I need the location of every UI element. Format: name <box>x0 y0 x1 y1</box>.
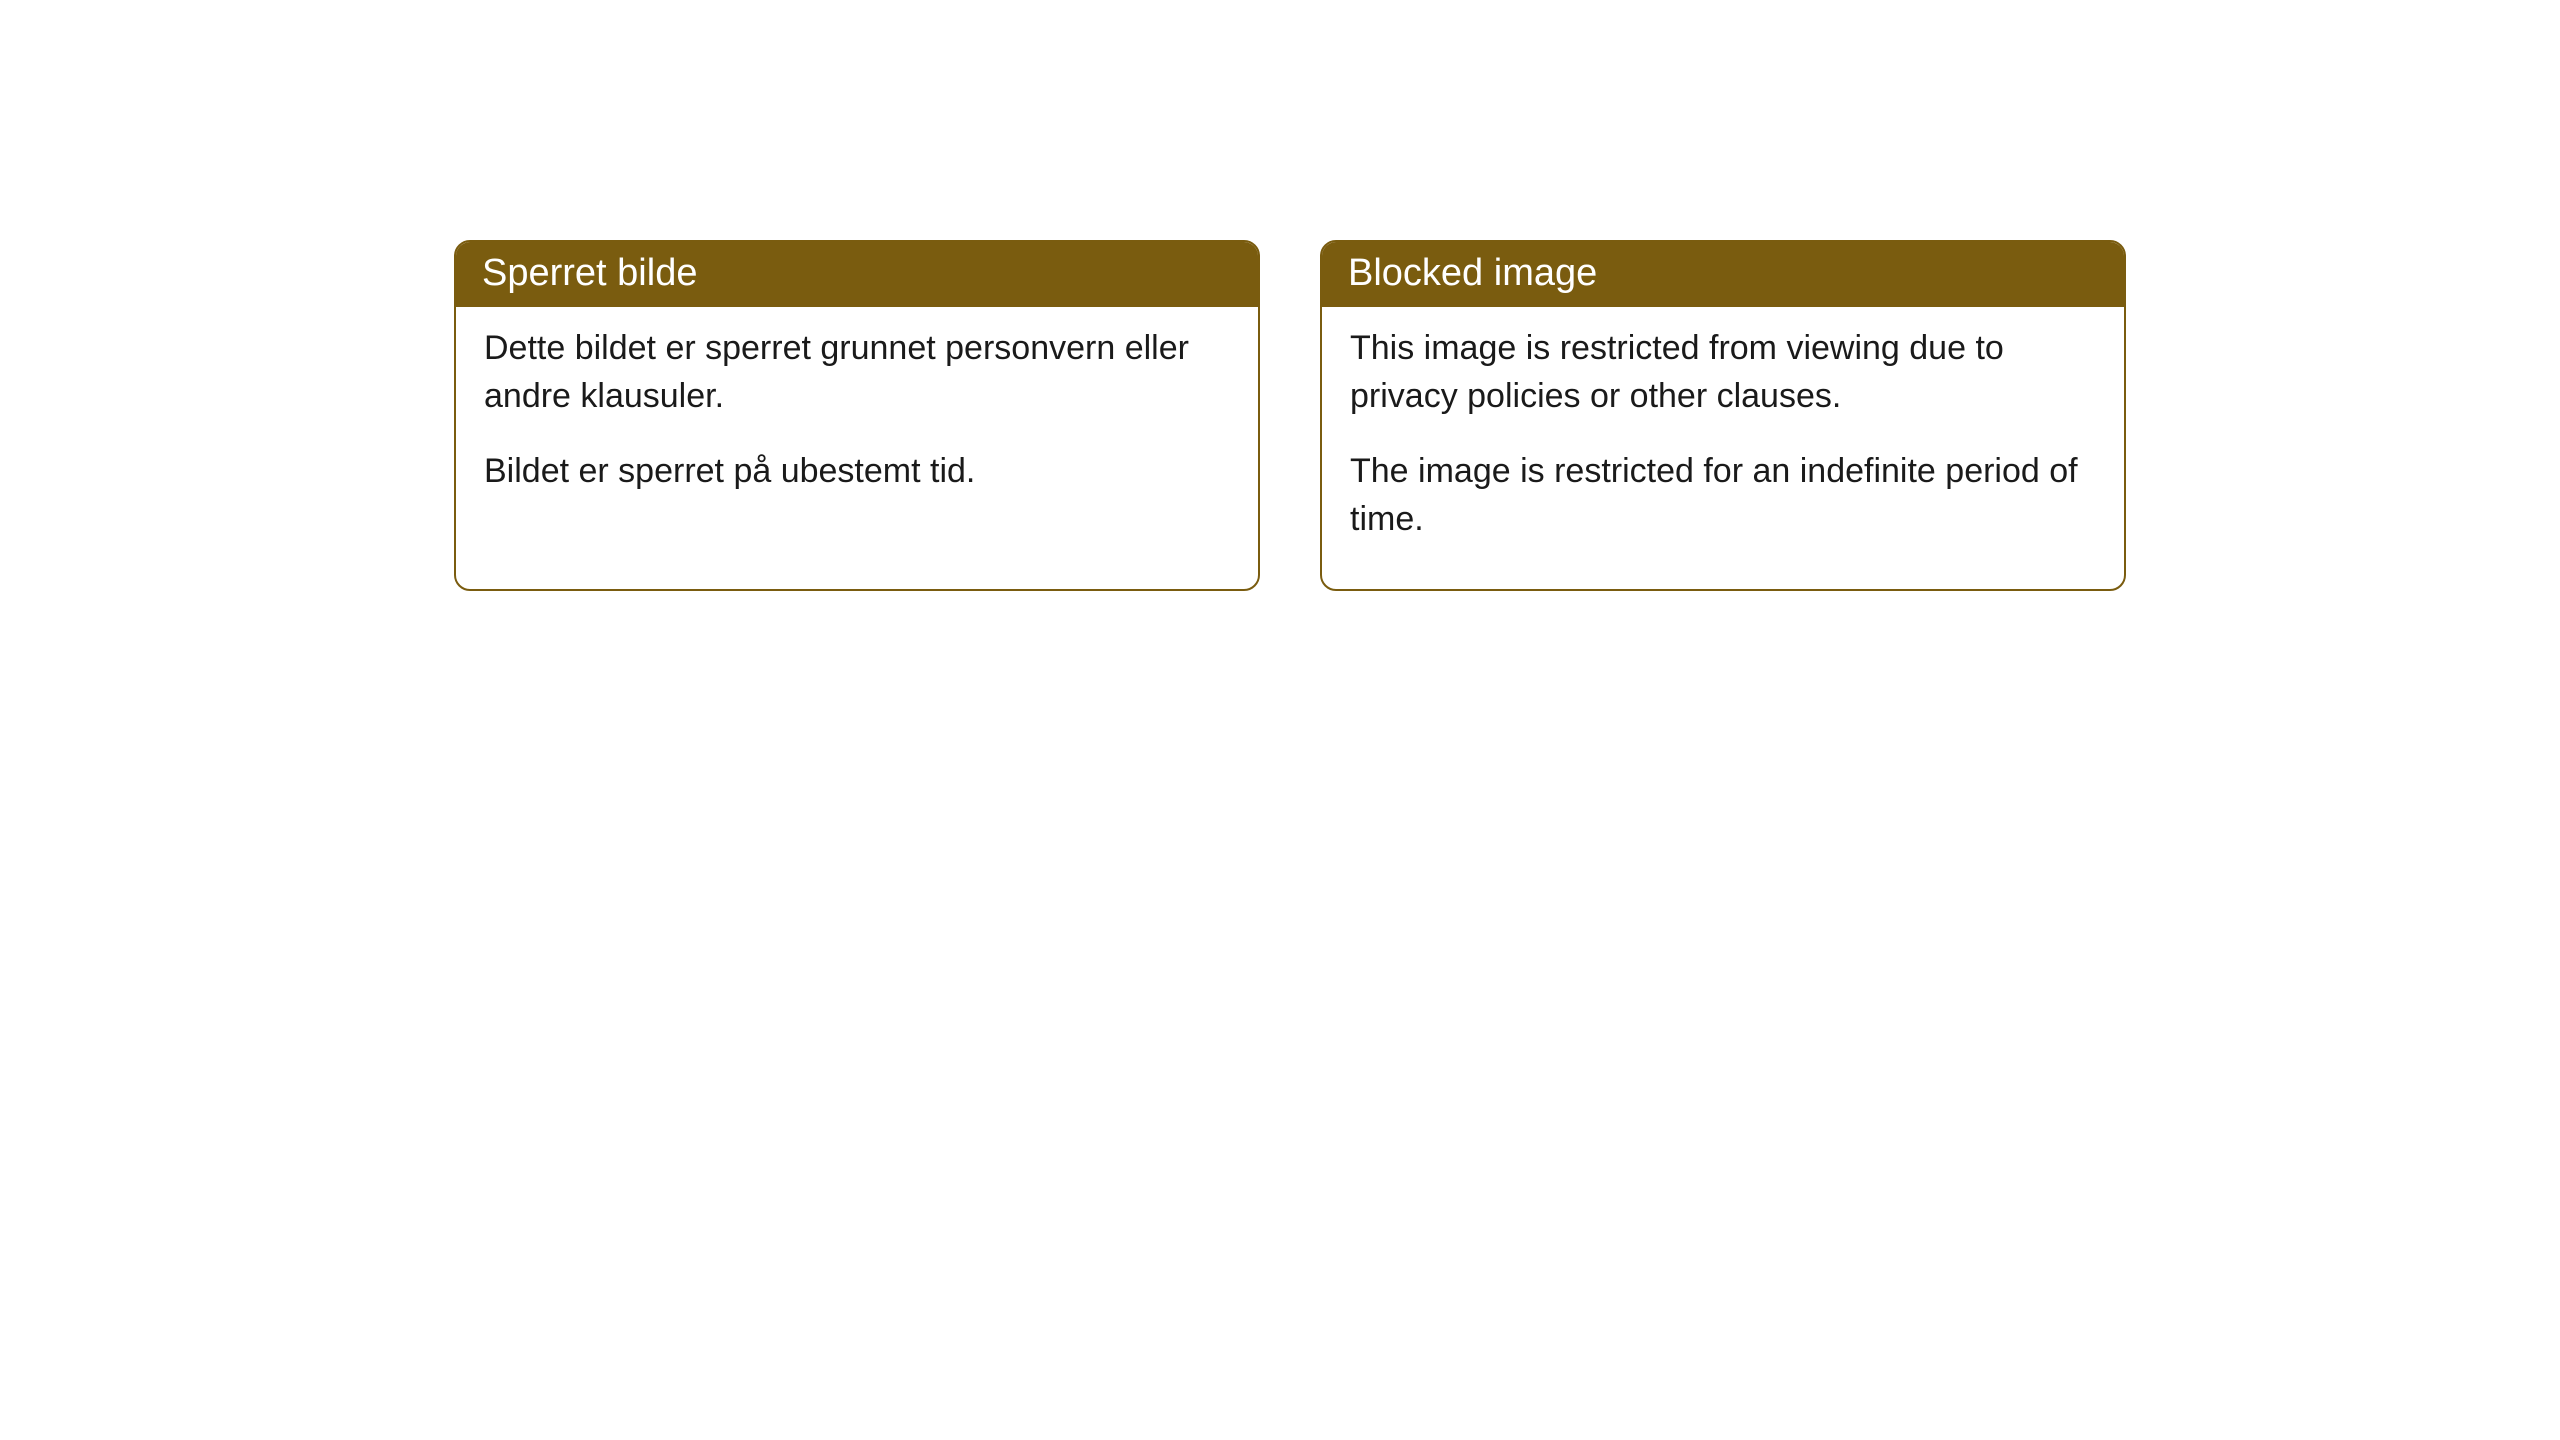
card-header-english: Blocked image <box>1322 242 2124 307</box>
blocked-image-card-english: Blocked image This image is restricted f… <box>1320 240 2126 591</box>
cards-container: Sperret bilde Dette bildet er sperret gr… <box>454 240 2560 591</box>
card-paragraph-2: The image is restricted for an indefinit… <box>1350 448 2096 543</box>
card-body-english: This image is restricted from viewing du… <box>1322 307 2124 589</box>
card-title: Blocked image <box>1348 252 1597 294</box>
card-paragraph-2: Bildet er sperret på ubestemt tid. <box>484 448 1230 496</box>
card-body-norwegian: Dette bildet er sperret grunnet personve… <box>456 307 1258 542</box>
blocked-image-card-norwegian: Sperret bilde Dette bildet er sperret gr… <box>454 240 1260 591</box>
card-paragraph-1: This image is restricted from viewing du… <box>1350 325 2096 420</box>
card-header-norwegian: Sperret bilde <box>456 242 1258 307</box>
card-paragraph-1: Dette bildet er sperret grunnet personve… <box>484 325 1230 420</box>
card-title: Sperret bilde <box>482 252 697 294</box>
